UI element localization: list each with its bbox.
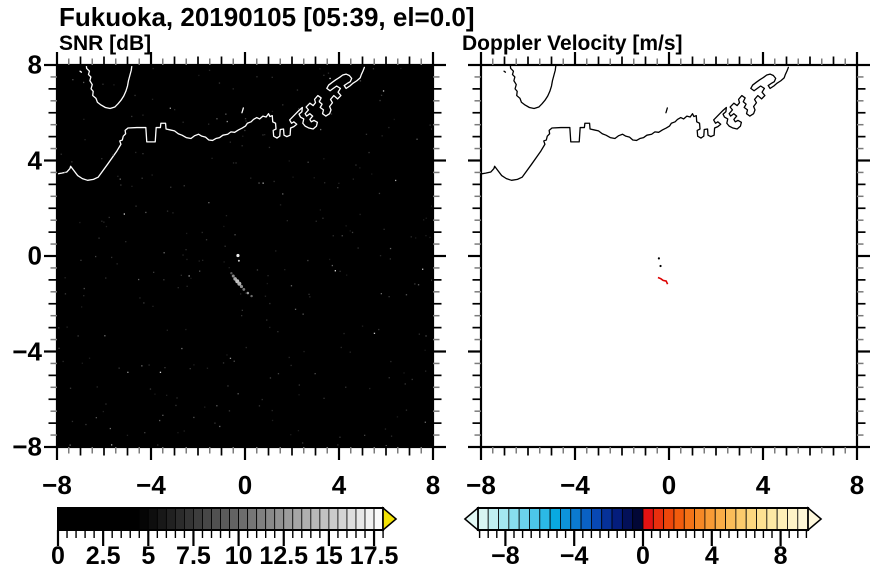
x-axis-tick-label: −8	[466, 470, 496, 500]
colorbar-tick-label: 2.5	[85, 542, 121, 570]
snr-plot	[44, 52, 446, 460]
colorbar-tick-label: −8	[491, 542, 520, 570]
x-axis-tick-label: −8	[42, 470, 72, 500]
colorbar-tick-label: 0	[636, 542, 650, 570]
x-axis-tick-label: −4	[560, 470, 590, 500]
doppler-colorbar	[463, 506, 823, 546]
colorbar-tick-label: 8	[773, 542, 788, 570]
y-axis-tick-label: 8	[27, 49, 42, 80]
doppler-panel-title: Doppler Velocity [m/s]	[462, 32, 683, 55]
y-axis-tick-label: 4	[27, 145, 42, 175]
colorbar-tick-label: 17.5	[349, 542, 399, 570]
colorbar-tick-label: 12.5	[259, 542, 309, 570]
colorbar-tick-label: 5	[141, 542, 156, 570]
y-axis-tick-label: 0	[27, 240, 42, 271]
y-axis-tick-label: −8	[12, 431, 42, 462]
colorbar-tick-label: 7.5	[176, 542, 211, 570]
y-axis-tick-label: −4	[12, 336, 42, 366]
x-axis-tick-label: 4	[755, 470, 771, 500]
snr-colorbar	[56, 506, 398, 546]
x-axis-tick-label: 8	[425, 470, 441, 500]
x-axis-tick-label: 0	[237, 470, 253, 500]
colorbar-tick-label: 15	[314, 542, 343, 570]
x-axis-tick-label: −4	[136, 470, 166, 500]
x-axis-tick-label: 4	[331, 470, 347, 500]
colorbar-tick-label: 4	[704, 542, 719, 570]
colorbar-tick-label: −4	[559, 542, 589, 570]
figure-title: Fukuoka, 20190105 [05:39, el=0.0]	[59, 2, 475, 32]
snr-panel-title: SNR [dB]	[59, 32, 152, 55]
colorbar-tick-label: 10	[224, 542, 253, 570]
doppler-plot	[468, 52, 870, 460]
x-axis-tick-label: 0	[661, 470, 677, 500]
colorbar-tick-label: 0	[51, 542, 65, 570]
x-axis-tick-label: 8	[849, 470, 865, 500]
